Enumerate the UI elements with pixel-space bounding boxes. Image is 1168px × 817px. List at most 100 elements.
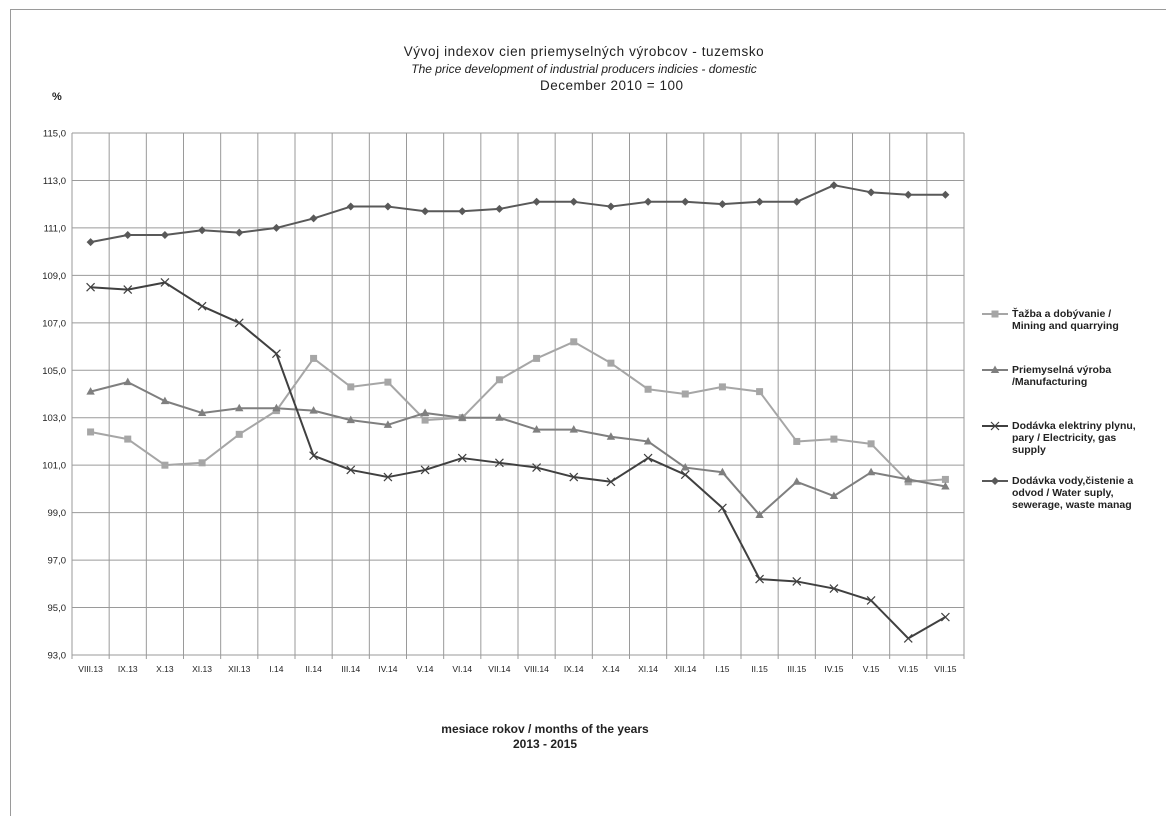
chart-frame	[10, 9, 1166, 816]
data-point	[309, 214, 318, 223]
x-tick-label: X.14	[602, 664, 620, 674]
data-point	[681, 197, 690, 206]
data-point	[160, 231, 169, 240]
data-point	[309, 451, 319, 461]
data-point	[569, 197, 578, 206]
data-point	[867, 440, 875, 448]
data-point	[792, 477, 801, 485]
y-unit-label: %	[52, 91, 62, 103]
data-point	[532, 463, 542, 472]
legend-label-line: Ťažba a dobývanie /	[1012, 308, 1112, 320]
data-point	[384, 378, 392, 386]
data-point	[346, 415, 355, 424]
data-point	[235, 228, 244, 237]
data-point	[867, 188, 876, 197]
data-point	[420, 465, 430, 475]
x-tick-label: IV.15	[824, 664, 843, 674]
data-point	[346, 465, 356, 475]
data-point	[421, 207, 430, 216]
data-point	[198, 459, 206, 467]
data-point	[941, 190, 950, 199]
x-tick-label: XII.13	[228, 664, 250, 674]
data-point	[383, 202, 392, 211]
data-point	[458, 413, 467, 421]
y-tick-label: 95,0	[48, 603, 67, 614]
data-point	[198, 226, 207, 235]
data-point	[86, 387, 95, 395]
data-point	[197, 408, 207, 416]
x-axis-title-line1: mesiace rokov / months of the years	[441, 722, 649, 736]
chart-subtitle: The price development of industrial prod…	[411, 62, 757, 76]
data-point	[904, 190, 913, 199]
data-point	[310, 354, 318, 362]
data-point	[495, 413, 504, 421]
data-point	[533, 354, 541, 362]
legend-label-line: odvod / Water suply,	[1012, 487, 1114, 499]
legend-label-line: Dodávka elektriny plynu,	[1012, 420, 1136, 432]
data-point	[792, 197, 801, 206]
data-point	[866, 596, 876, 605]
data-point	[160, 396, 170, 405]
y-tick-label: 103,0	[42, 413, 66, 424]
x-tick-label: VII.14	[488, 664, 510, 674]
data-point	[829, 584, 839, 593]
data-point	[494, 458, 504, 468]
data-point	[941, 475, 949, 483]
legend-label-line: supply	[1012, 444, 1046, 456]
data-point	[123, 377, 132, 386]
data-point	[495, 376, 503, 384]
data-point	[124, 435, 132, 443]
data-point	[643, 453, 653, 463]
legend-marker	[991, 310, 999, 318]
legend-label: Dodávka vody,čistenie a odvod / Water sup…	[1012, 475, 1166, 511]
data-point	[570, 338, 578, 346]
y-tick-label: 109,0	[42, 271, 66, 282]
x-tick-label: XI.14	[638, 664, 658, 674]
data-point	[607, 359, 615, 367]
legend-marker	[991, 477, 999, 485]
y-tick-label: 101,0	[42, 461, 66, 472]
x-axis-title-line2: 2013 - 2015	[512, 737, 578, 751]
data-point	[123, 231, 132, 240]
y-tick-label: 111,0	[44, 223, 66, 234]
data-point	[718, 383, 726, 391]
data-point	[235, 430, 243, 438]
data-point	[457, 453, 467, 463]
data-point	[681, 390, 689, 398]
data-point	[717, 503, 727, 513]
series-line	[90, 381, 946, 517]
legend-swatch	[982, 310, 1008, 318]
data-point	[904, 474, 913, 483]
legend-label-line: Priemyselná výroba	[1012, 364, 1112, 376]
data-point	[421, 416, 429, 424]
data-point	[272, 223, 281, 232]
x-tick-label: IX.13	[118, 664, 138, 674]
data-point	[86, 238, 95, 247]
data-point	[569, 472, 579, 482]
x-tick-label: V.15	[863, 664, 880, 674]
data-point	[383, 420, 393, 428]
data-point	[458, 207, 467, 216]
data-point	[755, 197, 764, 206]
data-point	[606, 477, 616, 487]
series-line	[90, 340, 946, 483]
data-point	[644, 197, 653, 206]
x-axis-title: mesiace rokov / months of the years 2013…	[370, 722, 720, 752]
data-point	[383, 472, 393, 482]
data-point	[346, 202, 355, 211]
data-point	[123, 285, 133, 295]
x-tick-label: I.14	[269, 664, 283, 674]
data-point	[347, 383, 355, 391]
y-tick-label: 97,0	[48, 556, 67, 567]
x-tick-label: V.14	[417, 664, 434, 674]
series-4	[86, 181, 950, 247]
data-point	[532, 425, 541, 433]
data-point	[830, 435, 838, 443]
data-point	[160, 278, 170, 287]
legend-label-line: Mining and quarrying	[1012, 320, 1119, 332]
data-point	[755, 574, 765, 584]
data-point	[718, 467, 727, 476]
legend-label-line: pary / Electricity, gas	[1012, 432, 1117, 444]
x-tick-label: VIII.13	[78, 664, 103, 674]
y-tick-label: 99,0	[48, 508, 67, 519]
